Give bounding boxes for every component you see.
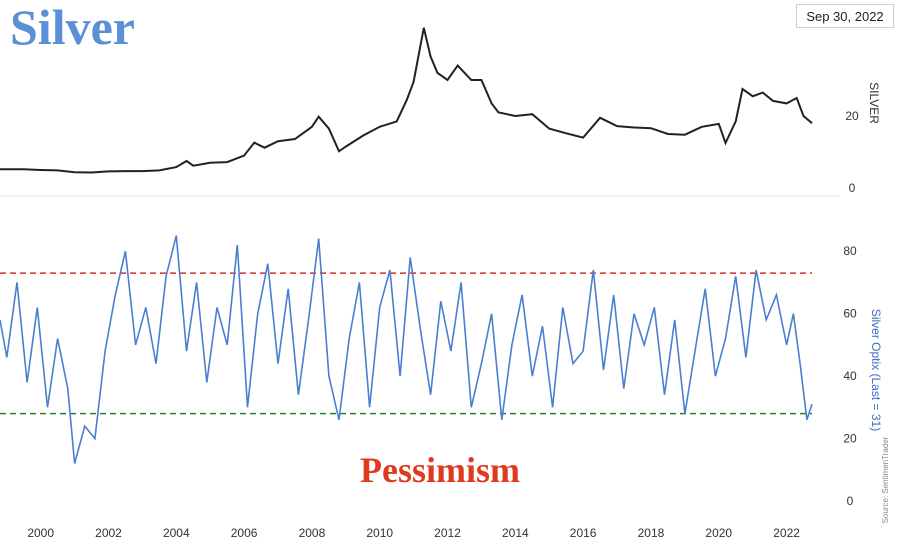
chart-title: Silver — [10, 0, 135, 55]
x-tick-label: 2002 — [95, 526, 122, 540]
top-y-ticks: 0 20 — [845, 109, 859, 195]
silver-price-line — [0, 27, 813, 174]
top-y-tick-label: 0 — [849, 181, 856, 195]
bottom-y-tick-label: 60 — [843, 307, 857, 321]
bottom-y-tick-label: 20 — [843, 432, 857, 446]
top-y-axis-label: SILVER — [867, 82, 881, 124]
pessimism-annotation: Pessimism — [360, 450, 520, 490]
source-label: Source: SentimenTrader — [881, 436, 890, 523]
x-ticks: 2000 2002 2004 2006 2008 2010 2012 2014 2016 2018… — [27, 526, 800, 540]
date-label: Sep 30, 2022 — [796, 4, 894, 28]
x-tick-label: 2004 — [163, 526, 190, 540]
bottom-y-ticks: 0 20 40 60 80 — [843, 244, 857, 508]
silver-optix-line — [0, 235, 813, 464]
bottom-y-tick-label: 0 — [847, 494, 854, 508]
top-y-tick-label: 20 — [845, 109, 859, 123]
x-tick-label: 2000 — [27, 526, 54, 540]
bottom-y-axis-label: Silver Optix (Last = 31) — [869, 309, 883, 431]
bottom-y-tick-label: 40 — [843, 369, 857, 383]
x-tick-label: 2010 — [366, 526, 393, 540]
x-tick-label: 2012 — [434, 526, 461, 540]
x-tick-label: 2006 — [231, 526, 258, 540]
bottom-y-tick-label: 80 — [843, 244, 857, 258]
x-tick-label: 2018 — [638, 526, 665, 540]
x-tick-label: 2016 — [570, 526, 597, 540]
x-tick-label: 2008 — [299, 526, 326, 540]
x-tick-label: 2014 — [502, 526, 529, 540]
x-tick-label: 2020 — [705, 526, 732, 540]
x-tick-label: 2022 — [773, 526, 800, 540]
